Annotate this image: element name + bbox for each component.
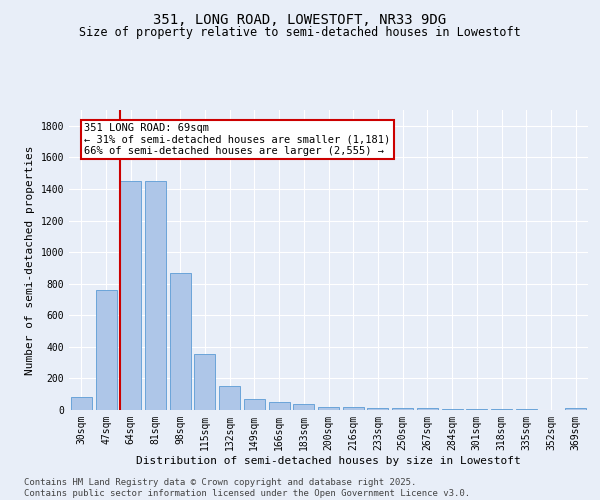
Bar — [442, 408, 463, 410]
Bar — [145, 181, 166, 410]
Bar — [170, 272, 191, 410]
Bar — [367, 408, 388, 410]
Text: Size of property relative to semi-detached houses in Lowestoft: Size of property relative to semi-detach… — [79, 26, 521, 39]
Bar — [466, 409, 487, 410]
Bar — [269, 402, 290, 410]
Bar — [417, 408, 438, 410]
X-axis label: Distribution of semi-detached houses by size in Lowestoft: Distribution of semi-detached houses by … — [136, 456, 521, 466]
Text: 351 LONG ROAD: 69sqm
← 31% of semi-detached houses are smaller (1,181)
66% of se: 351 LONG ROAD: 69sqm ← 31% of semi-detac… — [85, 122, 391, 156]
Bar — [491, 409, 512, 410]
Bar — [392, 408, 413, 410]
Bar — [194, 354, 215, 410]
Text: Contains HM Land Registry data © Crown copyright and database right 2025.
Contai: Contains HM Land Registry data © Crown c… — [24, 478, 470, 498]
Bar — [71, 396, 92, 410]
Bar — [565, 408, 586, 410]
Bar — [318, 406, 339, 410]
Text: 351, LONG ROAD, LOWESTOFT, NR33 9DG: 351, LONG ROAD, LOWESTOFT, NR33 9DG — [154, 12, 446, 26]
Bar — [343, 407, 364, 410]
Y-axis label: Number of semi-detached properties: Number of semi-detached properties — [25, 145, 35, 375]
Bar — [293, 404, 314, 410]
Bar — [95, 290, 116, 410]
Bar — [244, 399, 265, 410]
Bar — [120, 181, 141, 410]
Bar — [219, 386, 240, 410]
